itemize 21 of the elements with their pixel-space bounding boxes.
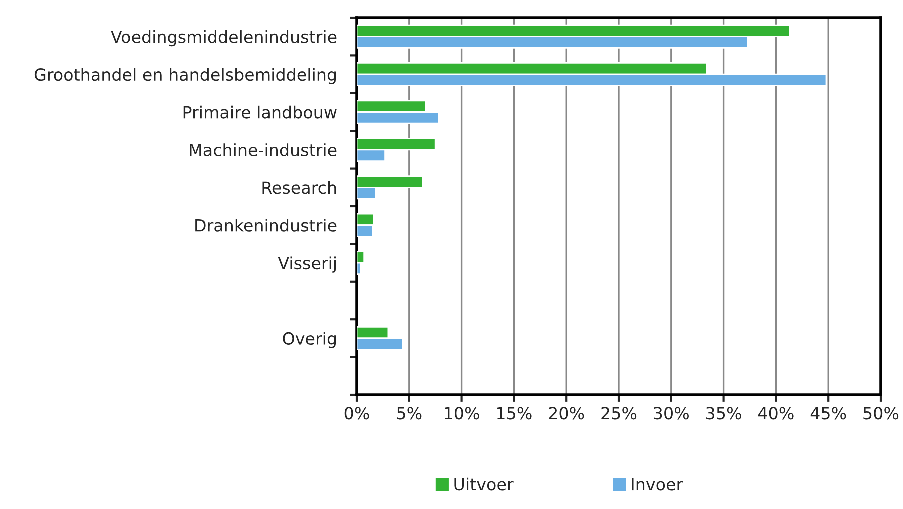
- x-tick-label: 5%: [397, 407, 422, 420]
- x-tick-label: 35%: [706, 407, 742, 420]
- y-tick-label: Drankenindustrie: [196, 219, 337, 232]
- y-tick-label: Research: [262, 181, 336, 194]
- x-tick-label: 0%: [344, 407, 370, 420]
- y-tick-label: Machine-industrie: [190, 144, 337, 157]
- x-tick-label: 20%: [549, 407, 584, 420]
- x-tick-label: 15%: [498, 407, 532, 420]
- x-tick-label: 40%: [758, 407, 794, 420]
- legend-label: Invoer: [632, 478, 684, 491]
- y-tick-label: Primaire landbouw: [184, 106, 337, 119]
- y-tick-label: Overig: [283, 332, 336, 348]
- x-tick-label: 50%: [864, 407, 899, 420]
- legend-label: Uitvoer: [454, 478, 514, 491]
- x-tick-label: 10%: [445, 407, 480, 420]
- y-tick-label: Voedingsmiddelenindustrie: [111, 30, 337, 47]
- x-tick-label: 25%: [602, 407, 637, 420]
- y-tick-label: Visserij: [278, 256, 336, 273]
- x-tick-label: 45%: [810, 407, 846, 420]
- x-tick-label: 30%: [654, 407, 689, 420]
- y-tick-label: Groothandel en handelsbemiddeling: [34, 68, 336, 84]
